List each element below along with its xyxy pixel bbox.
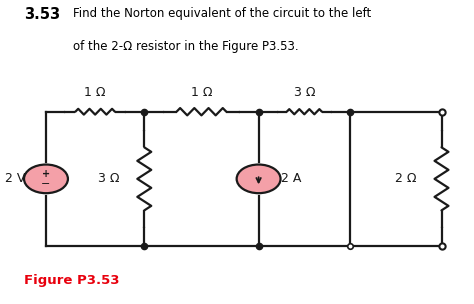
Text: 3 Ω: 3 Ω bbox=[293, 86, 315, 99]
Text: 1 Ω: 1 Ω bbox=[84, 86, 106, 99]
Text: of the 2-Ω resistor in the Figure P3.53.: of the 2-Ω resistor in the Figure P3.53. bbox=[73, 40, 299, 53]
Text: 3.53: 3.53 bbox=[24, 7, 60, 22]
Circle shape bbox=[237, 164, 281, 193]
Text: +: + bbox=[42, 169, 50, 179]
Text: Find the Norton equivalent of the circuit to the left: Find the Norton equivalent of the circui… bbox=[73, 7, 372, 20]
Circle shape bbox=[24, 164, 68, 193]
Text: 3 Ω: 3 Ω bbox=[98, 172, 119, 185]
Text: Figure P3.53: Figure P3.53 bbox=[24, 274, 119, 287]
Text: 2 V: 2 V bbox=[5, 172, 26, 185]
Text: 1 Ω: 1 Ω bbox=[191, 86, 212, 99]
Text: −: − bbox=[41, 179, 51, 189]
Text: 2 A: 2 A bbox=[281, 172, 301, 185]
Text: 2 Ω: 2 Ω bbox=[395, 172, 416, 185]
